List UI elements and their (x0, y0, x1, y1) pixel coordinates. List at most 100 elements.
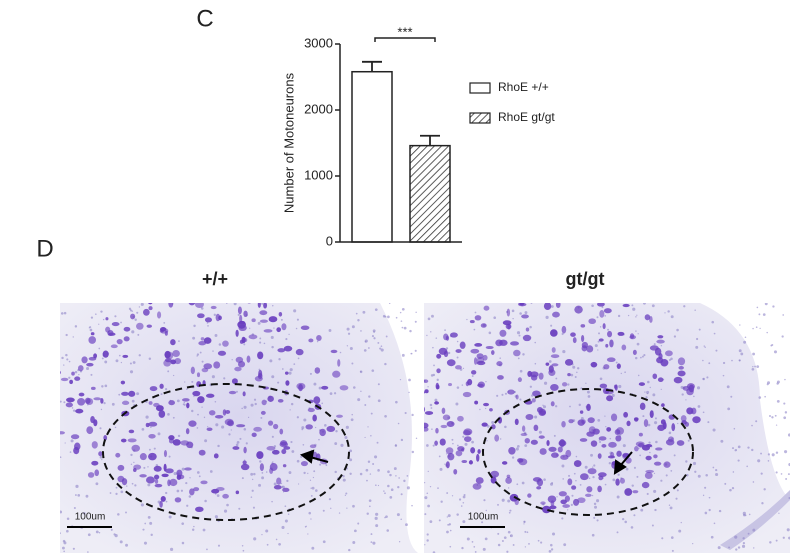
cell (687, 439, 690, 442)
cell (497, 375, 504, 380)
cell (550, 305, 554, 308)
cell (60, 370, 61, 375)
cell (715, 468, 718, 472)
cell (570, 373, 574, 377)
cell (514, 418, 519, 426)
cell (462, 501, 465, 504)
cell (695, 345, 699, 349)
cell (605, 425, 607, 428)
cell (367, 460, 371, 464)
cell (240, 463, 250, 471)
cell (272, 461, 274, 463)
cell (195, 506, 204, 513)
cell (670, 536, 674, 539)
cell (253, 398, 257, 401)
cell (456, 513, 459, 516)
cell (321, 385, 329, 390)
cell (131, 310, 134, 312)
cell (451, 438, 454, 441)
cell (295, 327, 298, 330)
cell (280, 318, 283, 321)
cell (505, 477, 512, 484)
cell (651, 524, 654, 527)
cell (485, 345, 494, 350)
cell (351, 413, 353, 416)
cell (434, 440, 438, 446)
cell (328, 498, 332, 501)
cell (66, 517, 70, 520)
cell (729, 488, 732, 492)
cell (60, 510, 63, 514)
cell (508, 446, 516, 455)
cell (606, 395, 614, 402)
cell (298, 483, 300, 485)
cell (169, 547, 174, 551)
cell (371, 335, 375, 338)
cell (72, 336, 74, 338)
cell (660, 345, 663, 347)
cell (342, 475, 345, 478)
cell (188, 495, 192, 498)
cell (653, 472, 656, 475)
micrograph (424, 303, 790, 553)
cell (129, 370, 134, 374)
cell (762, 313, 766, 316)
cell (65, 353, 68, 357)
cell (268, 316, 278, 323)
cell (512, 544, 515, 546)
cell (415, 311, 417, 314)
cell (778, 512, 780, 514)
cell (265, 529, 269, 533)
cell (375, 484, 377, 487)
cell (742, 511, 746, 515)
cell (426, 444, 429, 447)
cell (312, 414, 317, 422)
cell (105, 317, 109, 321)
cell (438, 455, 441, 458)
cell (517, 377, 522, 383)
cell (303, 418, 307, 422)
cell (615, 478, 620, 486)
cell (213, 453, 219, 459)
cell (256, 451, 264, 459)
cell (243, 343, 246, 346)
region-outline (102, 383, 350, 521)
y-tick-label: 3000 (304, 35, 333, 50)
cell (353, 386, 356, 389)
cell (484, 537, 488, 541)
cell (370, 533, 373, 536)
cell (339, 351, 342, 354)
cell (246, 355, 251, 363)
cell (344, 494, 347, 496)
cell (644, 391, 646, 393)
cell (71, 407, 74, 409)
cell (538, 430, 542, 434)
cell (377, 341, 380, 344)
cell (348, 548, 351, 552)
cell (474, 551, 477, 553)
cell (429, 403, 433, 407)
cell (329, 392, 333, 395)
cell (371, 369, 375, 372)
cell (136, 392, 140, 396)
cell (673, 335, 677, 338)
cell (285, 380, 290, 386)
cell (204, 439, 208, 443)
cell (587, 468, 597, 475)
cell (267, 420, 274, 426)
cell (183, 401, 186, 404)
cell (597, 453, 602, 459)
cell (579, 483, 582, 486)
cell (580, 473, 589, 481)
cell (375, 524, 379, 528)
cell (218, 343, 222, 346)
cell (397, 422, 400, 425)
cell (752, 528, 756, 532)
cell (366, 479, 368, 482)
cell (499, 357, 501, 359)
cell (236, 440, 240, 444)
cell (426, 533, 429, 536)
y-axis-label: Number of Motoneurons (281, 72, 296, 213)
cell (448, 523, 452, 526)
cell (537, 539, 540, 542)
